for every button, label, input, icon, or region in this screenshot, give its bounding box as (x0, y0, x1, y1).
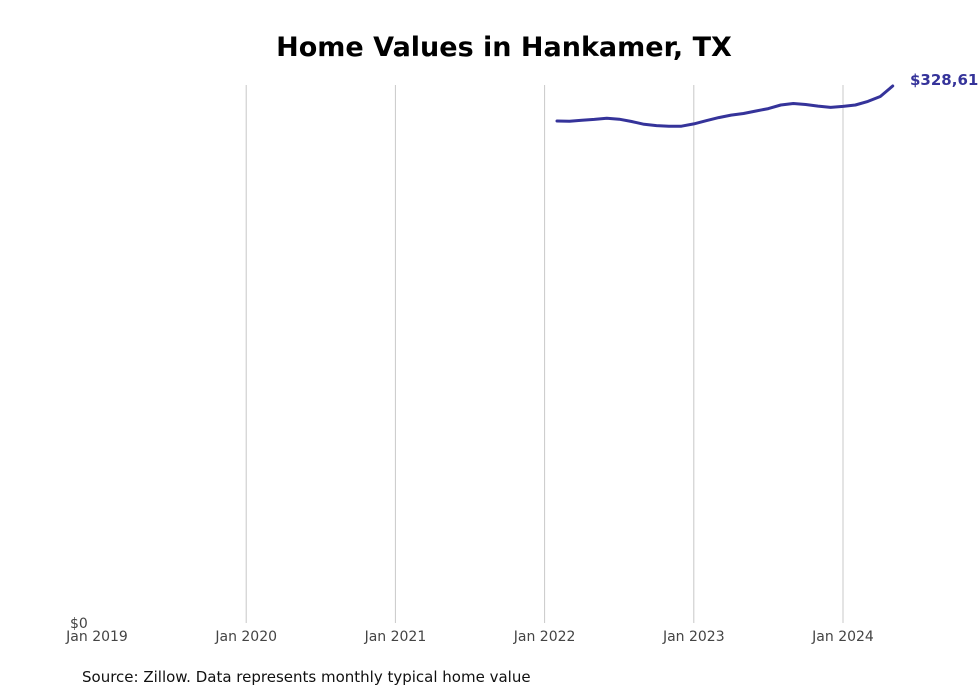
x-axis-ticks: Jan 2019 Jan 2020 Jan 2021 Jan 2022 Jan 2023… (65, 629, 874, 645)
x-tick-label: Jan 2023 (662, 629, 725, 645)
chart-title: Home Values in Hankamer, TX (276, 32, 732, 63)
source-note: Source: Zillow. Data represents monthly … (82, 668, 531, 686)
y-zero-label: $0 (70, 616, 88, 632)
gridlines (245, 85, 844, 623)
x-tick-label: Jan 2019 (65, 629, 128, 645)
x-tick-label: Jan 2020 (214, 629, 277, 645)
home-value-line (555, 84, 895, 128)
x-tick-label: Jan 2024 (811, 629, 874, 645)
end-value-label: $328,61 (910, 71, 978, 89)
x-tick-label: Jan 2021 (364, 629, 427, 645)
x-tick-label: Jan 2022 (513, 629, 576, 645)
line-chart: Jan 2019 Jan 2020 Jan 2021 Jan 2022 Jan 2023… (65, 71, 978, 645)
